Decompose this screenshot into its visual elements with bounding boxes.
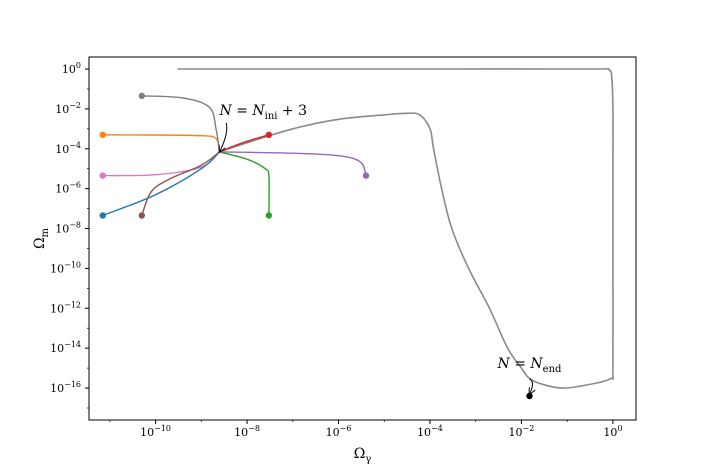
annotation-rhs-sub: end [543,364,562,375]
x-tick-label: 10−2 [509,424,535,439]
y-tick-label: 10−10 [50,260,81,275]
x-tick-label-exp: −8 [248,424,260,433]
y-tick-label: 10−16 [50,380,81,395]
y-tick-label-base: 10 [55,183,69,196]
series-line-8 [219,151,270,216]
y-tick-label-exp: −16 [64,380,81,389]
y-tick-label-exp: −10 [64,260,81,269]
y-tick-label-exp: −12 [64,300,81,309]
x-tick-label: 100 [603,424,622,439]
series-line-2 [141,95,221,153]
x-tick-label: 10−8 [234,424,260,439]
y-tick-label-base: 10 [50,342,64,355]
y-tick-label-exp: −4 [69,141,81,150]
series-marker-7 [138,212,146,219]
x-tick-label-base: 10 [417,426,431,439]
x-tick-label-base: 10 [603,426,617,439]
y-tick-label-base: 10 [55,103,69,116]
x-tick-label: 10−10 [140,424,171,439]
x-tick-label-exp: −2 [523,424,535,433]
x-axis: 10−10 10−8 10−6 10−4 10−2 100 [109,420,622,439]
y-tick-label-exp: −6 [69,181,81,190]
y-tick-label-exp: −2 [69,101,81,110]
series-line-main-trajectory [177,67,614,389]
y-axis-title: Ωm [32,227,51,249]
series-line-7 [141,151,220,216]
plot-frame [88,56,637,421]
series-marker-4 [362,172,370,179]
y-tick-label-base: 10 [62,63,76,76]
annotation-arrow [529,378,532,395]
series-marker-6 [99,212,106,219]
y-tick-label: 10−12 [50,300,81,315]
series-layer [99,67,614,400]
y-tick-label-base: 10 [55,223,69,236]
y-tick-label-exp: −14 [64,340,81,349]
annotation-label: N = Nend [497,356,562,375]
y-axis-title-sub: m [40,227,51,237]
y-tick-label-base: 10 [55,143,69,156]
y-tick-label: 10−2 [55,101,81,116]
y-tick-label: 10−8 [55,221,81,236]
x-tick-label-base: 10 [509,426,523,439]
annotation-eq: = [510,356,531,372]
y-tick-label: 100 [62,61,81,76]
series-line-6 [102,151,220,217]
annotation-lhs: N [497,356,511,372]
annotation-layer: N = Nini + 3N = Nend [219,103,562,395]
x-tick-label-exp: −4 [431,424,443,433]
x-tick-label: 10−6 [326,424,352,439]
series-marker-8 [265,212,273,219]
x-tick-label-exp: 0 [617,424,622,433]
annotation-tail: + 3 [277,103,307,119]
x-tick-label-base: 10 [326,426,340,439]
x-tick-label-base: 10 [140,426,154,439]
series-marker-3 [265,131,273,139]
x-axis-title-sub: γ [365,454,371,465]
y-tick-label-base: 10 [50,302,64,315]
annotation-label: N = Nini + 3 [219,103,308,122]
y-axis-title-main: Ω [32,237,48,249]
y-tick-label: 10−4 [55,141,81,156]
y-tick-label: 10−14 [50,340,81,355]
x-tick-label: 10−4 [417,424,443,439]
x-axis-title: Ωγ [354,446,372,465]
y-tick-label-exp: 0 [76,61,81,70]
y-tick-label: 10−6 [55,181,81,196]
y-tick-label-base: 10 [50,262,64,275]
annotation-eq: = [232,103,253,119]
annotation-rhs-sub: ini [265,111,278,122]
annotation-rhs: N [251,103,265,119]
series-line-4 [219,151,367,176]
series-marker-5 [99,172,106,179]
annotation-arrow [220,122,228,152]
x-axis-title-main: Ω [354,446,366,462]
x-tick-label-base: 10 [234,426,248,439]
annotation-lhs: N [219,103,233,119]
series-marker-1 [99,131,106,139]
annotation-rhs: N [529,356,543,372]
y-tick-label-exp: −8 [69,221,81,230]
y-tick-label-base: 10 [50,382,64,395]
x-tick-label-exp: −6 [340,424,352,433]
x-tick-label-exp: −10 [154,424,171,433]
series-marker-2 [138,92,146,100]
